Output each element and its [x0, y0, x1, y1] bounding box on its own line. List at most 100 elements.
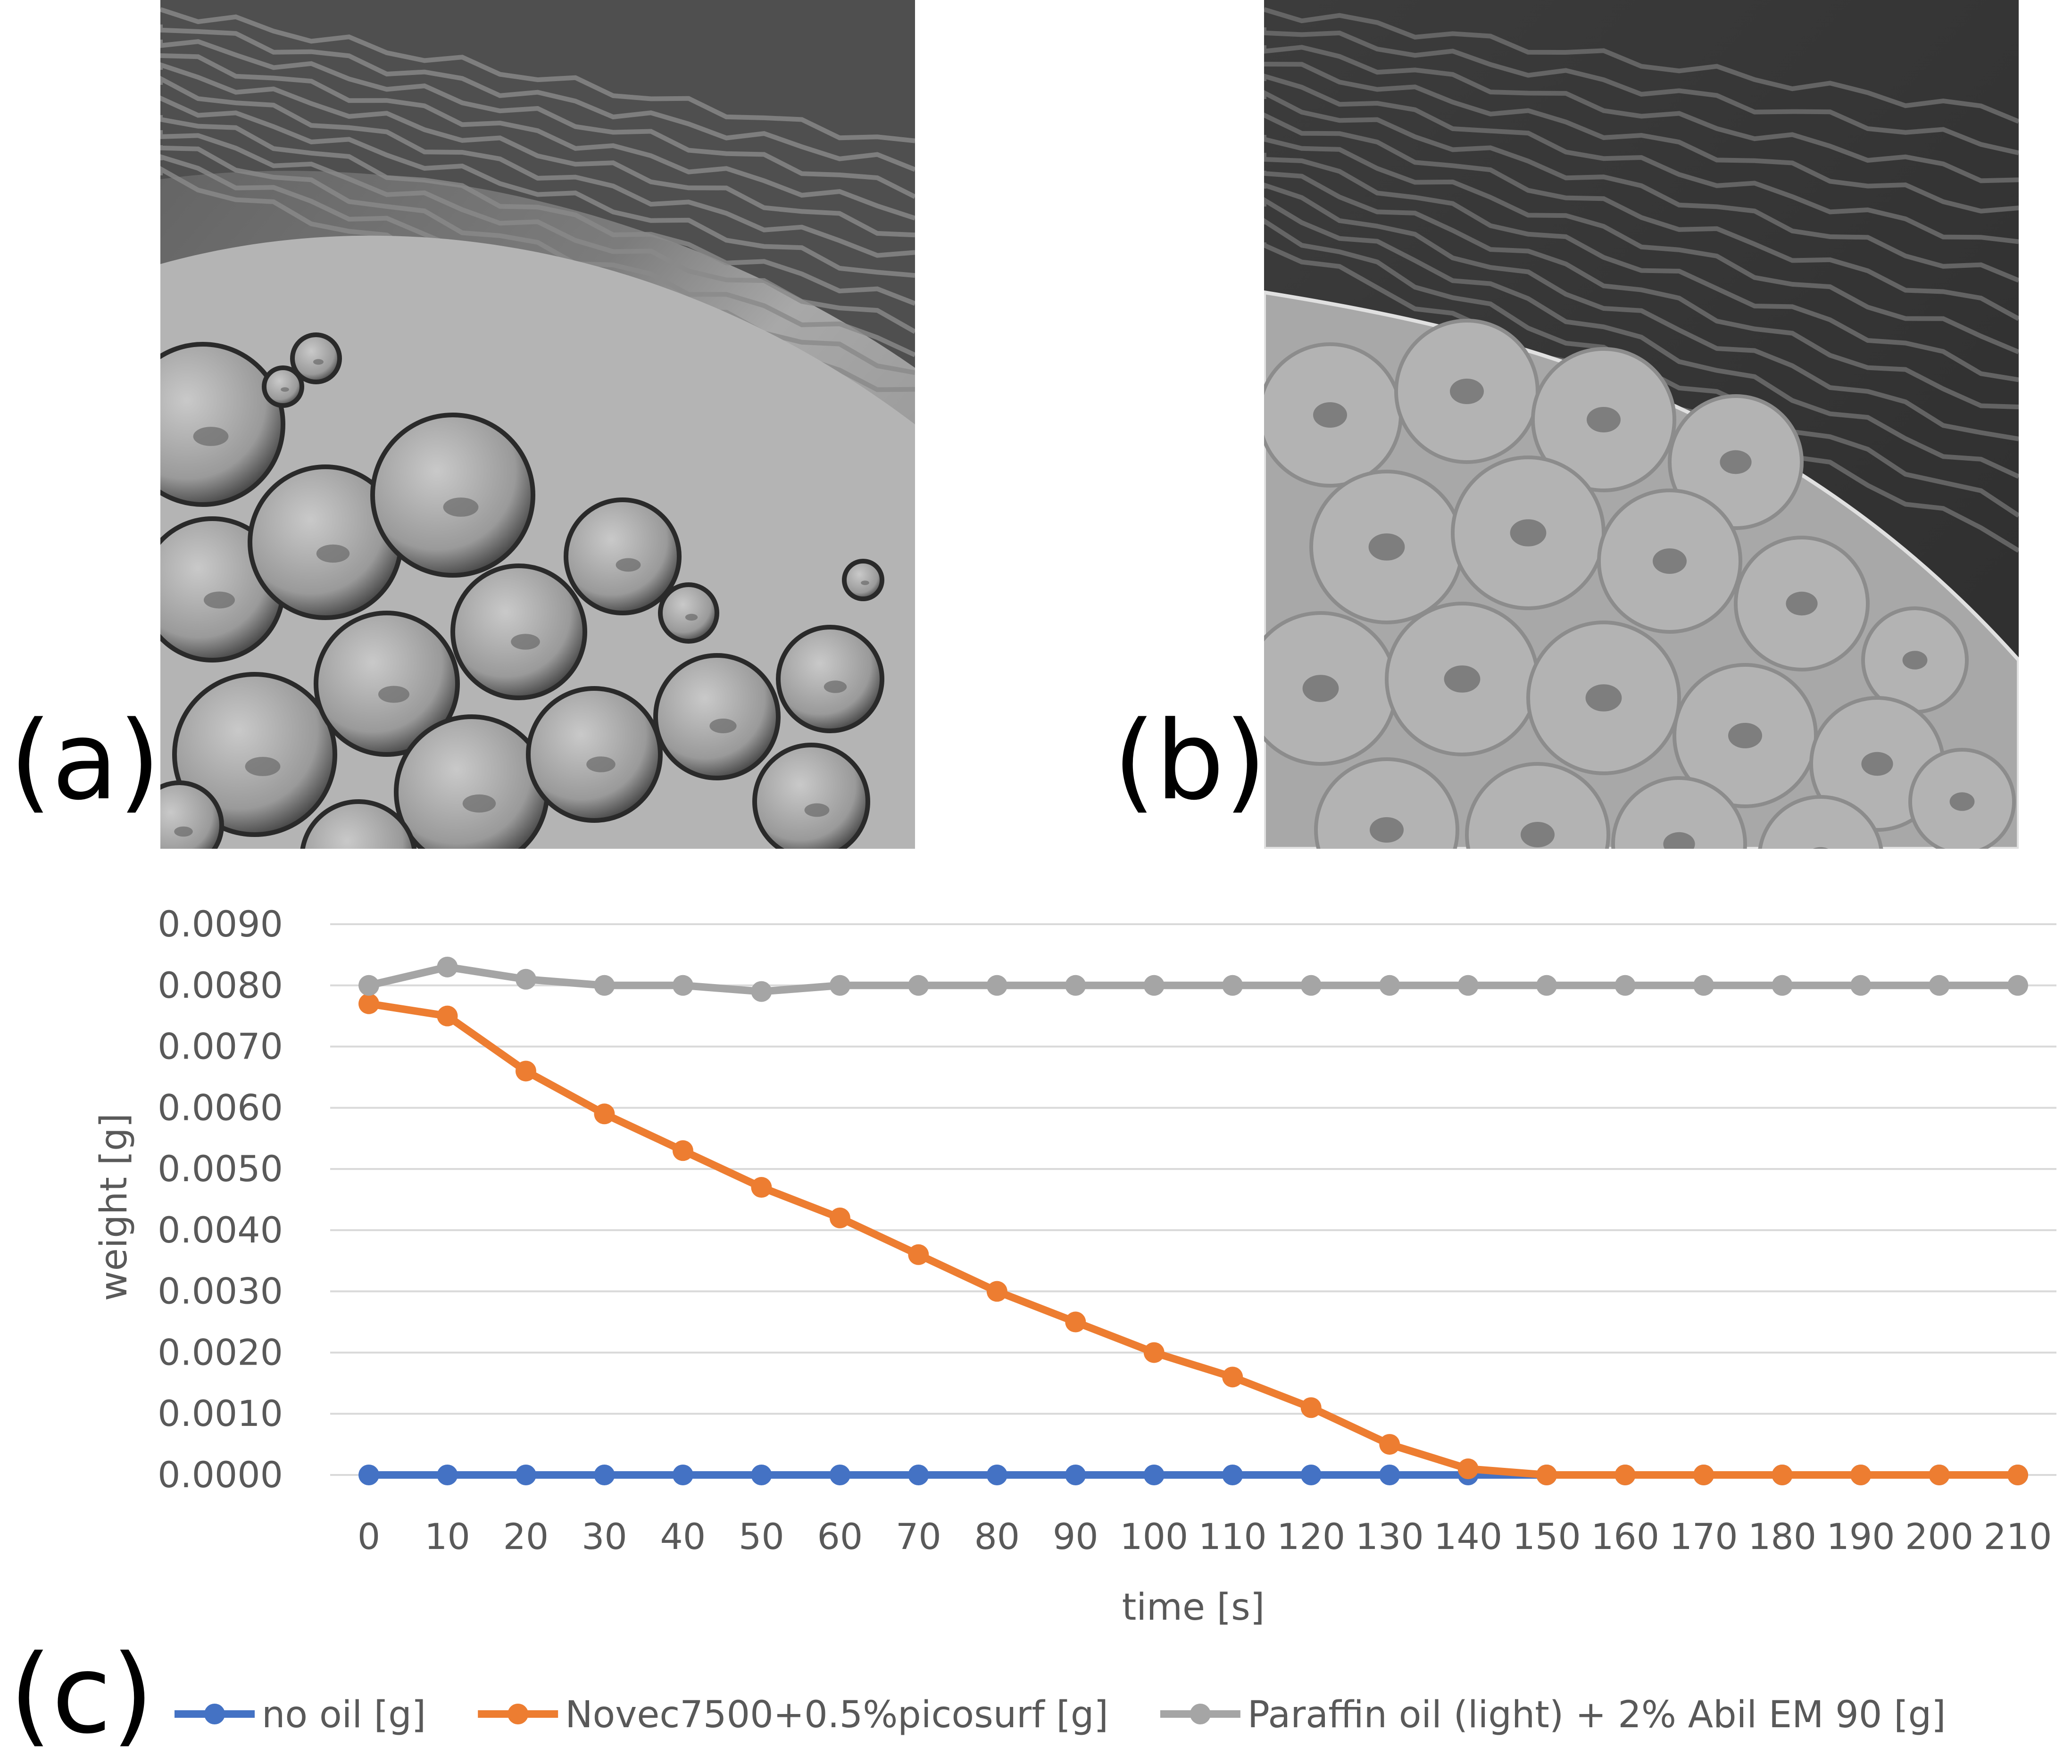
data-point	[908, 975, 929, 996]
droplet-nucleus	[1902, 651, 1928, 670]
droplet-nucleus	[1368, 533, 1405, 561]
data-point	[1300, 1397, 1322, 1418]
data-point	[1300, 975, 1322, 996]
x-tick-label: 60	[817, 1516, 863, 1557]
cell-wall-line	[1264, 7, 2019, 124]
droplet-nucleus	[709, 718, 737, 734]
droplet-nucleus	[204, 591, 235, 609]
data-point	[751, 981, 772, 1002]
y-tick-labels: 0.0000 0.0010 0.0020 0.0030 0.0040 0.0050 0.00…	[158, 903, 283, 1496]
series-2	[358, 993, 2028, 1485]
y-tick-label: 0.0060	[158, 1086, 283, 1128]
droplet-nucleus	[1444, 665, 1481, 693]
series-line	[368, 1000, 2018, 1479]
data-point	[1693, 1465, 1714, 1485]
x-tick-label: 160	[1591, 1516, 1659, 1557]
cell-wall-line	[1264, 74, 2019, 244]
legend-item-2: Novec7500+0.5%picosurf [g]	[478, 1694, 1108, 1736]
data-point	[515, 1060, 536, 1082]
droplet	[776, 625, 884, 733]
cell-wall-line	[160, 95, 915, 278]
droplet	[1314, 757, 1459, 849]
x-tick-label: 30	[582, 1516, 627, 1557]
x-tick-label: 70	[896, 1516, 941, 1557]
data-point	[1222, 975, 1243, 996]
data-point	[1772, 975, 1793, 996]
data-point	[2007, 975, 2028, 996]
data-point	[437, 1465, 458, 1485]
droplet-nucleus	[685, 613, 698, 621]
droplet-nucleus	[1786, 591, 1818, 616]
legend-marker	[1190, 1704, 1211, 1724]
panel-a-label: (a)	[9, 698, 161, 824]
cell-wall-line	[1264, 90, 2019, 283]
data-point	[358, 975, 379, 996]
droplet	[1611, 776, 1747, 849]
droplet	[370, 413, 535, 578]
data-point	[515, 1465, 536, 1485]
droplet-nucleus	[1450, 379, 1484, 404]
data-point	[1457, 975, 1479, 996]
cell-wall-line	[160, 115, 915, 306]
x-tick-label: 50	[739, 1516, 784, 1557]
legend-label: Paraffin oil (light) + 2% Abil EM 90 [g]	[1248, 1694, 1946, 1736]
data-point	[1143, 1342, 1165, 1363]
droplet-nucleus	[1949, 792, 1975, 811]
data-point	[672, 975, 693, 996]
micrograph-a-drawing	[160, 0, 915, 849]
data-point	[1536, 1465, 1557, 1485]
data-point	[908, 1244, 929, 1265]
data-point	[1379, 1434, 1400, 1455]
droplet-nucleus	[378, 686, 409, 703]
data-point	[358, 993, 379, 1014]
droplet	[658, 582, 719, 644]
cell-wall-line	[1264, 45, 2019, 183]
data-point	[1693, 975, 1714, 996]
droplet-nucleus	[1653, 548, 1687, 574]
data-point	[1143, 1465, 1165, 1485]
x-tick-label: 180	[1748, 1516, 1816, 1557]
cell-wall-line	[160, 7, 915, 143]
data-point	[437, 956, 458, 977]
cell-wall-line	[1264, 112, 2019, 321]
droplet-nucleus	[1521, 822, 1555, 847]
droplet	[842, 559, 884, 601]
cell-wall-line	[160, 130, 915, 334]
data-point	[1065, 1465, 1086, 1485]
data-point	[986, 1465, 1007, 1485]
data-point	[1614, 975, 1636, 996]
data-point	[672, 1465, 693, 1485]
y-tick-label: 0.0090	[158, 903, 283, 945]
droplet	[262, 365, 304, 408]
series-line	[368, 963, 2018, 995]
x-tick-labels: 0 10 20 30 40 50 60 70 80 90 100 110 120 130 140 150 160…	[358, 1516, 2052, 1557]
data-point	[594, 1465, 615, 1485]
droplet	[450, 563, 587, 700]
data-point	[1929, 1465, 1950, 1485]
cell-wall-line	[1264, 135, 2019, 355]
droplet	[1465, 762, 1610, 849]
x-tick-label: 210	[1983, 1516, 2052, 1557]
droplet	[752, 743, 870, 849]
x-tick-label: 20	[503, 1516, 549, 1557]
data-point	[1929, 975, 1950, 996]
data-point	[1222, 1366, 1243, 1388]
droplet-nucleus	[1663, 832, 1695, 849]
x-tick-label: 130	[1356, 1516, 1424, 1557]
x-tick-label: 40	[660, 1516, 706, 1557]
x-tick-label: 140	[1434, 1516, 1502, 1557]
x-tick-label: 80	[974, 1516, 1020, 1557]
micrograph-a	[160, 0, 915, 849]
data-point	[2007, 1465, 2028, 1485]
data-point	[1614, 1465, 1636, 1485]
data-point	[1222, 1465, 1243, 1485]
x-tick-label: 0	[358, 1516, 380, 1557]
droplet-nucleus	[824, 680, 847, 693]
y-tick-label: 0.0000	[158, 1454, 283, 1496]
y-tick-label: 0.0020	[158, 1331, 283, 1373]
panel-c-label: (c)	[9, 1632, 154, 1758]
data-point	[437, 1005, 458, 1027]
cell-wall-line	[1264, 153, 2019, 382]
droplet-nucleus	[586, 756, 616, 772]
droplet-nucleus	[511, 634, 540, 650]
